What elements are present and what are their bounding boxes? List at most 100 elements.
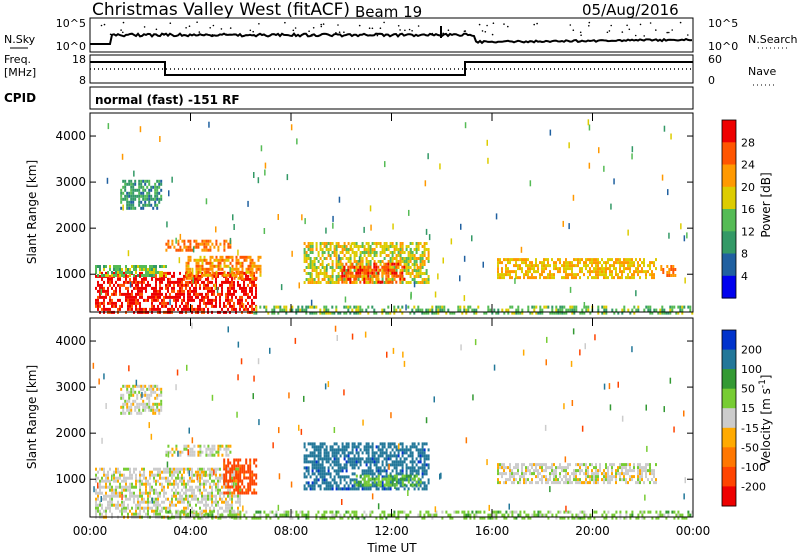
data-cell	[365, 308, 368, 312]
data-cell	[209, 248, 212, 252]
data-cell	[631, 258, 633, 262]
data-cell	[319, 451, 322, 455]
data-cell	[235, 264, 238, 268]
data-cell	[405, 445, 408, 449]
data-cell	[97, 289, 99, 293]
data-cell	[142, 206, 145, 210]
data-cell	[207, 491, 209, 495]
data-cell	[353, 280, 356, 284]
data-cell	[221, 286, 223, 290]
data-cell	[191, 295, 193, 299]
data-cell	[525, 258, 527, 262]
data-cell	[325, 305, 328, 309]
data-cell	[128, 179, 131, 183]
data-cell	[511, 481, 513, 485]
data-cell	[309, 442, 312, 446]
data-cell	[203, 467, 205, 471]
data-cell	[353, 487, 356, 491]
data-cell	[321, 463, 324, 467]
data-cell	[353, 445, 356, 449]
data-cell	[237, 488, 240, 492]
data-cell	[581, 311, 584, 315]
data-cell	[151, 509, 153, 513]
data-cell	[371, 460, 374, 464]
data-cell	[179, 450, 182, 454]
data-cell	[265, 308, 268, 312]
data-cell	[277, 214, 279, 220]
data-cell	[321, 457, 324, 461]
data-cell	[569, 463, 571, 467]
data-cell	[417, 483, 420, 487]
data-cell	[605, 466, 607, 470]
data-cell	[233, 292, 235, 296]
data-cell	[197, 470, 199, 474]
data-cell	[615, 472, 617, 476]
data-cell	[513, 478, 515, 482]
data-cell	[167, 479, 169, 483]
data-cell	[415, 448, 418, 452]
data-cell	[225, 497, 227, 501]
data-cell	[339, 269, 342, 272]
data-cell	[321, 469, 324, 473]
data-cell	[397, 454, 400, 458]
data-cell	[585, 481, 587, 485]
data-cell	[385, 457, 388, 461]
data-cell	[169, 299, 171, 306]
data-cell	[241, 261, 244, 265]
data-cell	[147, 283, 149, 287]
data-cell	[345, 269, 348, 272]
data-cell	[233, 476, 236, 480]
data-cell	[193, 274, 195, 278]
data-cell	[559, 311, 562, 315]
data-cell	[249, 464, 252, 468]
data-cell	[105, 485, 107, 489]
data-cell	[595, 258, 597, 262]
data-cell	[369, 469, 372, 473]
data-cell	[629, 311, 632, 315]
data-cell	[231, 482, 233, 486]
data-cell	[203, 295, 205, 299]
data-cell	[115, 289, 117, 293]
data-cell	[571, 305, 574, 309]
data-cell	[197, 295, 199, 299]
data-cell	[205, 242, 208, 246]
data-cell	[183, 283, 185, 287]
data-cell	[219, 479, 221, 483]
data-cell	[571, 308, 574, 312]
data-cell	[219, 295, 221, 299]
data-cell	[523, 276, 525, 280]
data-cell	[403, 277, 406, 281]
data-cell	[363, 469, 366, 473]
data-cell	[357, 274, 360, 278]
data-cell	[349, 478, 352, 482]
data-cell	[136, 411, 139, 415]
data-cell	[179, 283, 181, 287]
data-cell	[367, 251, 370, 254]
data-cell	[197, 280, 199, 284]
data-cell	[197, 307, 199, 311]
data-cell	[417, 460, 420, 464]
data-cell	[421, 445, 424, 449]
data-cell	[517, 258, 519, 262]
data-cell	[353, 457, 356, 461]
data-cell	[132, 194, 135, 198]
data-cell	[395, 271, 398, 275]
data-cell	[135, 271, 137, 274]
data-cell	[563, 267, 565, 271]
data-cell	[338, 196, 341, 203]
data-cell	[142, 194, 145, 198]
data-cell	[138, 182, 141, 186]
data-cell	[389, 245, 392, 248]
data-cell	[415, 257, 418, 260]
data-cell	[135, 286, 137, 290]
data-cell	[241, 267, 244, 271]
data-cell	[121, 271, 123, 274]
data-cell	[215, 304, 217, 308]
data-cell	[409, 260, 412, 263]
data-cell	[99, 482, 101, 486]
data-cell	[605, 472, 607, 476]
data-cell	[391, 260, 394, 263]
data-cell	[181, 467, 183, 471]
data-cell	[235, 255, 238, 259]
data-cell	[225, 304, 227, 308]
